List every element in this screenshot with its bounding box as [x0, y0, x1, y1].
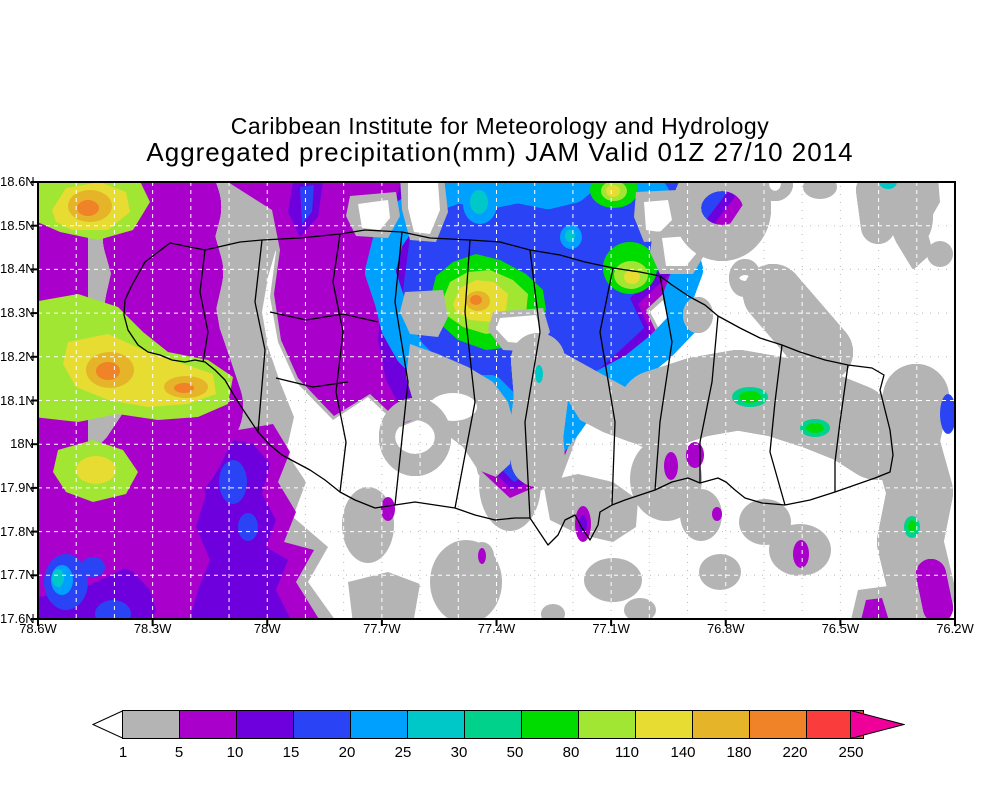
- precip-west-spots: [44, 460, 258, 619]
- colorbar-value-label: 1: [118, 744, 128, 761]
- y-axis-label: 18.5N: [0, 217, 35, 233]
- colorbar-value-label: 30: [450, 744, 468, 761]
- colorbar-legend: 1 5 10 15 20 25 30 50 80 110 140 180 220 250: [92, 710, 905, 770]
- y-axis-label: 18.6N: [0, 174, 35, 189]
- y-axis-label: 17.6N: [0, 611, 35, 626]
- y-axis-label: 17.8N: [0, 523, 35, 539]
- colorbar-value-label: 220: [782, 744, 808, 761]
- colorbar-under-arrow: [92, 710, 124, 739]
- precip-west-green-field: [38, 182, 243, 542]
- colorbar-segment: [293, 710, 351, 739]
- x-axis-label: 76.8W: [706, 621, 745, 636]
- precip-vertical-streak: [509, 333, 568, 487]
- x-axis-label: 77.1W: [592, 621, 630, 636]
- x-axis-label: 76.2W: [936, 621, 974, 636]
- colorbar-value-label: 110: [615, 744, 639, 761]
- precip-diagonal-streak: [743, 264, 853, 382]
- y-axis-label: 18.3N: [0, 305, 35, 321]
- y-axis-label: 18.4N: [0, 261, 35, 277]
- colorbar-value-label: 80: [562, 744, 580, 761]
- page-title: Caribbean Institute for Meteorology and …: [230, 113, 770, 139]
- colorbar-segment: [236, 710, 294, 739]
- colorbar-segment: [749, 710, 807, 739]
- x-axis-label: 77.4W: [477, 621, 516, 636]
- y-axis-label: 17.7N: [0, 567, 35, 583]
- precip-dot-coast: [683, 297, 713, 333]
- precip-purple-dot-core: [579, 515, 587, 533]
- colorbar-value-label: 140: [670, 744, 696, 761]
- colorbar-segment: [464, 710, 522, 739]
- precip-blue-mountains-band: [618, 350, 918, 480]
- y-axis-label: 18N: [10, 436, 34, 452]
- y-axis-label: 18.2N: [0, 348, 35, 364]
- precip-east-edge-band: [873, 364, 955, 619]
- colorbar-value-label: 25: [394, 744, 412, 761]
- colorbar-segment: [122, 710, 180, 739]
- gridlines-dashed-white: [38, 182, 955, 619]
- colorbar-segment: [578, 710, 636, 739]
- precip-purple-dots: [381, 497, 809, 568]
- colorbar-segment: [179, 710, 237, 739]
- y-axis-label: 18.1N: [0, 392, 35, 408]
- y-axis-label: 17.9N: [0, 479, 35, 495]
- precip-corner-se: [851, 586, 899, 619]
- colorbar-segment: [635, 710, 693, 739]
- x-axis-label: 78.3W: [133, 621, 172, 636]
- colorbar-segments: [122, 710, 864, 739]
- page-subtitle: Aggregated precipitation(mm) JAM Valid 0…: [146, 137, 854, 167]
- colorbar-segment: [407, 710, 465, 739]
- colorbar-value-label: 50: [506, 744, 524, 761]
- colorbar-value-label: 15: [282, 744, 300, 761]
- coastlines: [123, 229, 894, 546]
- colorbar-over-arrow: [850, 710, 905, 739]
- colorbar-value-label: 180: [726, 744, 752, 761]
- precip-dot-f: [897, 186, 933, 244]
- x-axis-label: 77.7W: [363, 621, 401, 636]
- axis-ticks: [31, 181, 956, 626]
- colorbar-segment: [521, 710, 579, 739]
- colorbar-value-label: 10: [226, 744, 244, 761]
- x-axis-label: 78.6W: [19, 621, 57, 636]
- colorbar-segment: [350, 710, 408, 739]
- colorbar-value-label: 5: [174, 744, 184, 761]
- x-axis-label: 76.5W: [821, 621, 860, 636]
- colorbar-segment: [692, 710, 750, 739]
- x-axis-label: 78W: [253, 621, 281, 636]
- colorbar-value-label: 20: [338, 744, 356, 761]
- colorbar-value-label: 250: [838, 744, 864, 761]
